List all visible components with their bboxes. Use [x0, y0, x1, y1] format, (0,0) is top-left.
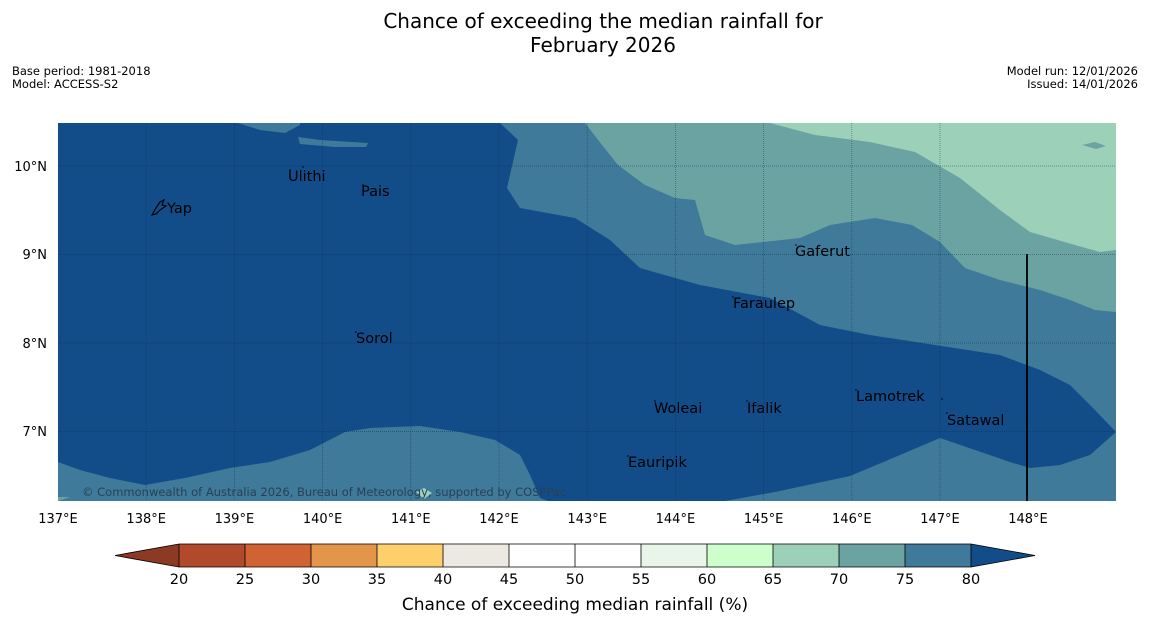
lon-tick-144: 144°E	[656, 512, 696, 527]
colorbar-dividers	[178, 544, 972, 567]
colorbar-bin-70-75	[839, 544, 905, 567]
place-sorol: Sorol	[356, 331, 393, 347]
place-faraulep: Faraulep	[733, 296, 795, 312]
patch-north-2	[238, 123, 300, 133]
copyright-notice: © Commonwealth of Australia 2026, Bureau…	[82, 485, 566, 499]
colorbar-under-arrow	[115, 544, 179, 567]
place-lamotrek: Lamotrek	[856, 389, 925, 405]
colorbar-over-arrow	[971, 544, 1035, 567]
colorbar-bin-25-30	[245, 544, 311, 567]
cb-tick-65: 65	[764, 572, 782, 588]
lat-tick-8: 8°N	[23, 337, 48, 352]
colorbar-bin-45-50	[509, 544, 575, 567]
lon-tick-140: 140°E	[303, 512, 343, 527]
lon-tick-141: 141°E	[391, 512, 431, 527]
meta-left: Base period: 1981-2018 Model: ACCESS-S2	[12, 65, 151, 91]
patch-north-1	[298, 137, 368, 147]
meta-right: Model run: 12/01/2026 Issued: 14/01/2026	[1007, 65, 1138, 91]
colorbar-bin-20-25	[179, 544, 245, 567]
colorbar-label: Chance of exceeding median rainfall (%)	[402, 595, 748, 615]
cb-tick-45: 45	[500, 572, 518, 588]
longitude-labels: 137°E 138°E 139°E 140°E 141°E 142°E 143°…	[38, 512, 1048, 527]
colorbar-bin-30-35	[311, 544, 377, 567]
cb-tick-50: 50	[566, 572, 584, 588]
graticule	[58, 123, 1116, 501]
map-title: Chance of exceeding the median rainfall …	[0, 9, 1150, 57]
island-dots	[289, 166, 948, 457]
colorbar-bin-65-70	[773, 544, 839, 567]
lon-tick-137: 137°E	[38, 512, 78, 527]
colorbar-bin-60-65	[707, 544, 773, 567]
lat-tick-10: 10°N	[14, 160, 47, 175]
colorbar-bin-55-60	[641, 544, 707, 567]
title-line-2: February 2026	[530, 33, 676, 57]
cb-tick-80: 80	[962, 572, 980, 588]
lon-tick-142: 142°E	[479, 512, 519, 527]
lon-tick-143: 143°E	[567, 512, 607, 527]
cb-tick-25: 25	[236, 572, 254, 588]
cb-tick-30: 30	[302, 572, 320, 588]
lat-tick-9: 9°N	[23, 248, 48, 263]
cb-tick-70: 70	[830, 572, 848, 588]
band-65-70	[770, 123, 1116, 252]
title-line-1: Chance of exceeding the median rainfall …	[383, 9, 823, 33]
band-75-80-south	[58, 426, 548, 501]
place-ulithi: Ulithi	[288, 169, 326, 185]
model-run: Model run: 12/01/2026	[1006, 64, 1138, 78]
cb-tick-35: 35	[368, 572, 386, 588]
lon-tick-139: 139°E	[215, 512, 255, 527]
place-pais: Pais	[361, 184, 390, 200]
lat-tick-7: 7°N	[23, 425, 48, 440]
patch-east-island	[1082, 142, 1106, 149]
band-75-80-southeast	[725, 432, 1116, 501]
colorbar-bin-50-55	[575, 544, 641, 567]
lon-tick-147: 147°E	[920, 512, 960, 527]
lon-tick-145: 145°E	[744, 512, 784, 527]
colorbar-bin-40-45	[443, 544, 509, 567]
yap-island-icon	[150, 198, 168, 216]
map-panel: Yap Ulithi Pais Gaferut Faraulep Sorol L…	[58, 123, 1116, 501]
band-70-75-southwest	[58, 497, 70, 501]
colorbar: 20 25 30 35 40 45 50 55 60 65 70 75 80 C…	[114, 543, 1036, 615]
cb-tick-75: 75	[896, 572, 914, 588]
base-period: Base period: 1981-2018	[12, 64, 151, 78]
issued-date: Issued: 14/01/2026	[1027, 77, 1138, 91]
place-ifalik: Ifalik	[747, 401, 782, 417]
cb-tick-40: 40	[434, 572, 452, 588]
latitude-labels: 10°N 9°N 8°N 7°N	[14, 160, 47, 440]
place-labels: Yap Ulithi Pais Gaferut Faraulep Sorol L…	[166, 169, 1004, 471]
cb-tick-55: 55	[632, 572, 650, 588]
colorbar-bin-75-80	[905, 544, 971, 567]
lon-tick-146: 146°E	[832, 512, 872, 527]
place-satawal: Satawal	[947, 413, 1004, 429]
model-name: Model: ACCESS-S2	[12, 77, 119, 91]
lon-tick-148: 148°E	[1008, 512, 1048, 527]
place-yap: Yap	[166, 201, 192, 217]
cb-tick-60: 60	[698, 572, 716, 588]
band-65-70-patch	[416, 488, 432, 499]
colorbar-bin-35-40	[377, 544, 443, 567]
colorbar-ticks: 20 25 30 35 40 45 50 55 60 65 70 75 80	[170, 572, 980, 588]
cb-tick-20: 20	[170, 572, 188, 588]
place-woleai: Woleai	[654, 401, 702, 417]
place-eauripik: Eauripik	[628, 455, 687, 471]
lon-tick-138: 138°E	[126, 512, 166, 527]
place-gaferut: Gaferut	[795, 244, 850, 260]
